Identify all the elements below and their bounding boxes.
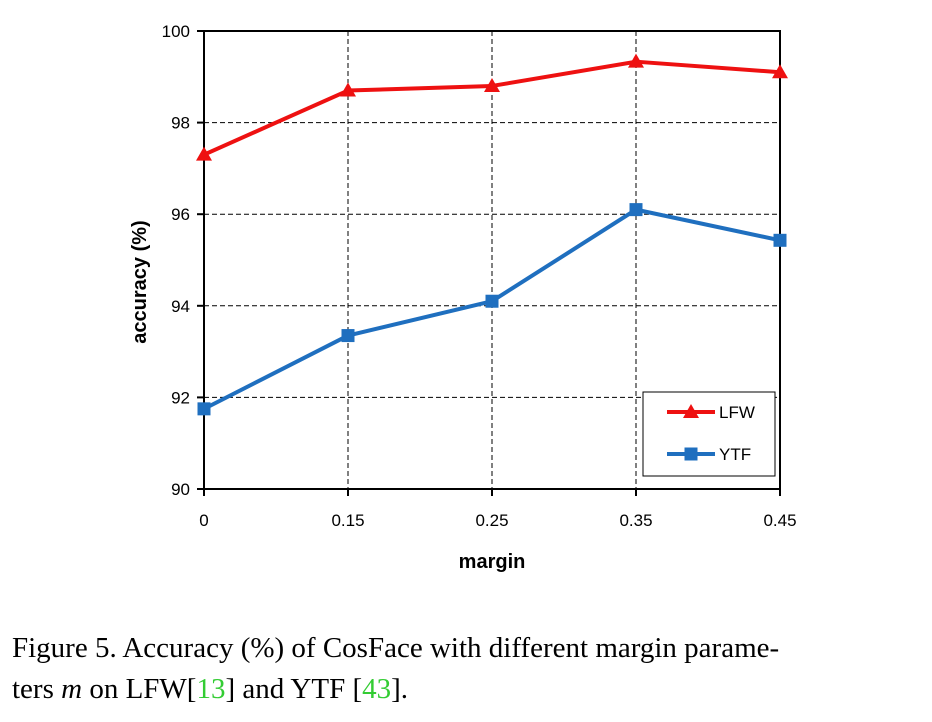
- data-point-ytf: [197, 402, 211, 416]
- axis-ticks: 90 92 94 96 98 100 0 0.15 0.25 0.35 0.45: [162, 22, 797, 530]
- y-axis-title: accuracy (%): [129, 220, 151, 343]
- caption-line1: Figure 5. Accuracy (%) of CosFace with d…: [12, 632, 780, 664]
- data-point-ytf: [629, 203, 643, 217]
- caption-text: ters: [12, 673, 62, 705]
- legend-box: [642, 391, 776, 477]
- x-tick-label: 0.15: [331, 511, 364, 530]
- data-point-lfw: [196, 146, 212, 161]
- figure: 90 92 94 96 98 100 0 0.15 0.25 0.35 0.45 margin ac…: [129, 22, 797, 573]
- series: [196, 53, 788, 416]
- series-ytf: [197, 203, 787, 416]
- y-tick-label: 98: [171, 114, 190, 133]
- data-point-lfw: [484, 77, 500, 92]
- caption-text: on LFW[: [82, 673, 197, 705]
- legend-item-lfw: LFW: [667, 403, 755, 422]
- legend-item-ytf: YTF: [667, 445, 751, 464]
- y-tick-label: 94: [171, 297, 190, 316]
- x-tick-label: 0.25: [475, 511, 508, 530]
- y-tick-label: 90: [171, 480, 190, 499]
- legend-label: YTF: [719, 445, 751, 464]
- caption-variable: m: [61, 673, 83, 705]
- citation-link-43[interactable]: 43: [362, 673, 392, 705]
- x-tick-label: 0.45: [763, 511, 796, 530]
- x-axis-title: margin: [459, 551, 526, 573]
- y-tick-label: 96: [171, 205, 190, 224]
- data-point-ytf: [341, 329, 355, 343]
- x-tick-label: 0.35: [619, 511, 652, 530]
- figure-caption: Figure 5. Accuracy (%) of CosFace with d…: [12, 628, 922, 710]
- y-tick-label: 100: [162, 22, 190, 41]
- series-lfw: [196, 53, 788, 161]
- data-point-lfw: [628, 53, 644, 68]
- x-tick-label: 0: [199, 511, 208, 530]
- line-chart: 90 92 94 96 98 100 0 0.15 0.25 0.35 0.45 margin ac…: [129, 22, 797, 573]
- citation-link-13[interactable]: 13: [196, 673, 226, 705]
- data-point-lfw: [340, 82, 356, 97]
- caption-text: ].: [391, 673, 409, 705]
- legend-marker: [684, 447, 698, 461]
- y-tick-label: 92: [171, 388, 190, 407]
- legend-marker: [683, 404, 699, 418]
- caption-text: ] and YTF [: [225, 673, 363, 705]
- data-point-lfw: [772, 64, 788, 79]
- legend-label: LFW: [719, 403, 755, 422]
- data-point-ytf: [773, 233, 787, 247]
- data-point-ytf: [485, 294, 499, 308]
- legend: LFW YTF: [642, 391, 776, 477]
